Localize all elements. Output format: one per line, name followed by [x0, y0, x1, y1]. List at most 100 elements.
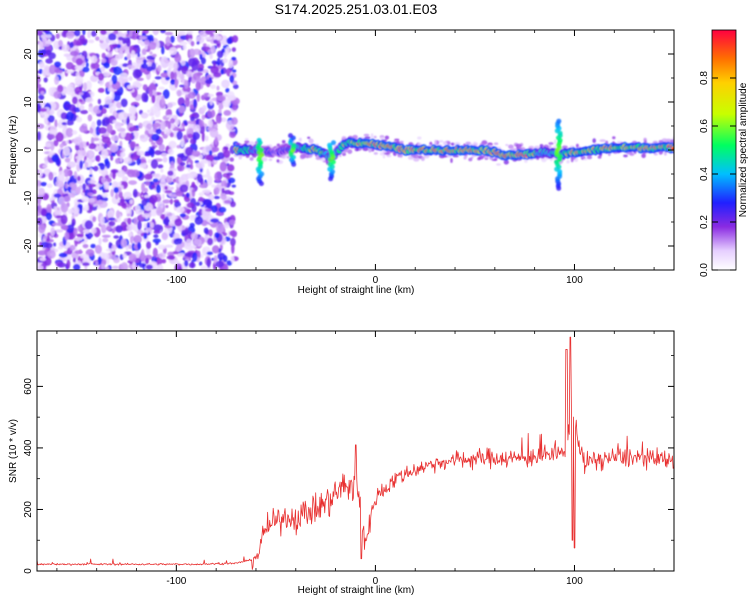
noise-speckle: [55, 180, 64, 188]
noise-speckle: [148, 148, 155, 156]
noise-speckle: [128, 76, 133, 81]
noise-speckle: [54, 210, 62, 216]
noise-speckle: [148, 41, 157, 50]
noise-speckle: [98, 237, 102, 246]
noise-speckle: [177, 30, 186, 36]
noise-speckle: [89, 127, 94, 134]
noise-speckle: [198, 196, 204, 202]
noise-speckle: [216, 95, 226, 102]
noise-speckle: [227, 164, 235, 172]
noise-speckle: [169, 132, 174, 138]
noise-speckle: [162, 199, 171, 204]
noise-speckle: [231, 117, 238, 125]
noise-speckle: [49, 64, 56, 75]
noise-speckle: [186, 70, 193, 78]
noise-speckle: [210, 45, 216, 54]
noise-speckle: [152, 247, 158, 258]
noise-speckle: [167, 102, 173, 108]
noise-speckle: [150, 222, 155, 229]
noise-speckle: [40, 182, 47, 187]
noise-speckle: [161, 193, 165, 200]
noise-speckle: [176, 206, 185, 213]
ridge-halo-speckle: [244, 140, 250, 144]
noise-speckle: [38, 223, 46, 234]
ridge-halo-speckle: [661, 138, 668, 142]
noise-speckle: [75, 155, 84, 160]
noise-speckle: [128, 232, 133, 238]
noise-speckle: [143, 59, 147, 65]
noise-speckle: [172, 251, 180, 255]
noise-speckle: [162, 156, 168, 163]
noise-speckle: [38, 187, 45, 197]
noise-speckle: [223, 110, 232, 116]
ridge-halo-speckle: [503, 160, 509, 165]
ridge-halo-speckle: [307, 136, 311, 139]
noise-speckle: [95, 36, 100, 41]
noise-speckle: [88, 143, 97, 150]
noise-speckle: [106, 177, 112, 183]
noise-speckle: [180, 60, 186, 66]
noise-speckle: [196, 162, 205, 169]
noise-speckle: [174, 201, 181, 208]
noise-speckle: [173, 238, 183, 246]
noise-speckle: [133, 125, 137, 129]
noise-speckle: [145, 59, 155, 63]
noise-speckle: [161, 131, 165, 136]
noise-speckle: [161, 46, 165, 55]
noise-speckle: [109, 143, 119, 153]
noise-speckle: [187, 120, 196, 125]
noise-speckle: [55, 159, 61, 166]
noise-speckle: [37, 217, 43, 225]
noise-speckle: [39, 61, 45, 69]
noise-speckle: [223, 255, 228, 263]
noise-speckle: [210, 218, 220, 223]
noise-speckle: [54, 69, 63, 74]
noise-speckle: [39, 257, 46, 262]
noise-speckle: [73, 263, 81, 270]
snr-xtick-label: 0: [373, 576, 379, 587]
noise-speckle: [186, 30, 194, 35]
noise-speckle: [72, 257, 76, 263]
noise-speckle: [211, 205, 218, 213]
noise-speckle: [71, 222, 75, 227]
noise-speckle: [131, 50, 136, 58]
noise-speckle: [81, 196, 89, 202]
noise-speckle: [146, 66, 154, 72]
snr-xtick-label: -100: [166, 576, 186, 587]
noise-speckle: [160, 30, 166, 34]
noise-speckle: [153, 224, 162, 232]
noise-speckle: [114, 121, 122, 130]
noise-speckle: [122, 37, 127, 44]
noise-speckle: [111, 74, 118, 85]
noise-speckle: [193, 238, 202, 246]
noise-speckle: [66, 31, 75, 39]
noise-speckle: [207, 93, 215, 97]
noise-speckle: [141, 198, 148, 206]
noise-speckle: [191, 188, 196, 198]
noise-speckle: [155, 128, 162, 135]
noise-speckle: [115, 158, 120, 165]
noise-speckle: [136, 158, 142, 166]
noise-speckle: [202, 247, 207, 256]
ridge-halo-speckle: [479, 142, 486, 146]
noise-speckle: [131, 225, 138, 231]
ridge-halo-speckle: [575, 143, 579, 148]
noise-speckle: [54, 61, 62, 68]
noise-speckle: [79, 104, 85, 111]
noise-speckle: [68, 192, 76, 198]
noise-speckle: [145, 264, 153, 270]
noise-speckle: [90, 62, 100, 69]
ridge-halo-speckle: [442, 155, 449, 158]
ridge-halo-speckle: [373, 152, 378, 155]
noise-speckle: [191, 131, 200, 140]
figure-title: S174.2025.251.03.01.E03: [275, 1, 438, 17]
noise-speckle: [162, 89, 170, 99]
colorbar-tick-label: 0.8: [699, 71, 710, 85]
noise-speckle: [229, 75, 235, 83]
noise-speckle: [178, 252, 185, 257]
noise-speckle: [139, 134, 149, 143]
ridge-halo-speckle: [368, 148, 372, 153]
noise-speckle: [77, 175, 81, 182]
noise-speckle: [161, 232, 168, 240]
